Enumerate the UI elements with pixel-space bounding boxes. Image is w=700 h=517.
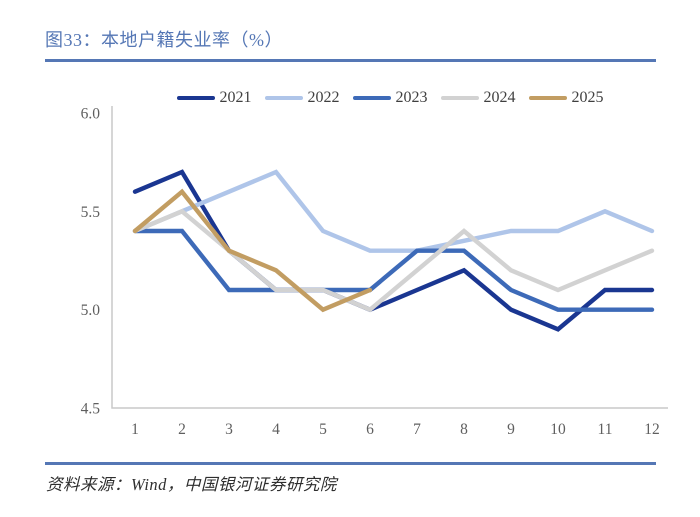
legend-swatch-2022 [264, 95, 303, 101]
y-tick-label: 6.0 [81, 106, 101, 123]
legend-label: 2023 [395, 89, 428, 106]
x-tick-label: 2 [178, 421, 186, 438]
x-tick-label: 5 [319, 421, 327, 438]
x-tick-label: 3 [225, 421, 233, 438]
series-line-2023 [132, 228, 655, 312]
x-tick-label: 1 [131, 421, 139, 438]
x-tick-label: 12 [644, 421, 660, 438]
y-tick-label: 5.5 [81, 204, 101, 221]
figure-title: 图33：本地户籍失业率（%） [45, 30, 283, 50]
series-line-2022 [132, 169, 655, 253]
series-line-2025 [132, 188, 373, 313]
x-tick-label: 10 [550, 421, 566, 438]
legend-swatch-2023 [352, 95, 391, 101]
legend-label: 2024 [483, 89, 516, 106]
legend-swatch-2021 [176, 95, 215, 101]
footer-divider [45, 462, 656, 465]
x-tick-label: 6 [366, 421, 374, 438]
title-divider [45, 59, 656, 62]
y-tick-label: 5.0 [81, 302, 101, 319]
y-tick-label: 4.5 [81, 401, 101, 418]
x-tick-label: 4 [272, 421, 280, 438]
x-tick-label: 9 [507, 421, 515, 438]
legend-item-2021: 2021 [176, 89, 252, 106]
x-tick-label: 11 [598, 421, 613, 438]
unemployment-line-chart: 6.05.55.04.51 2 3 4 5 6 7 8 9 10 11 12 [81, 106, 668, 438]
legend-item-2025: 2025 [528, 89, 604, 106]
x-tick-label: 7 [413, 421, 421, 438]
chart-legend: 2021 2022 2023 2024 2025 [112, 87, 668, 109]
x-tick-label: 8 [460, 421, 468, 438]
legend-swatch-2024 [440, 95, 479, 101]
legend-label: 2025 [571, 89, 604, 106]
legend-label: 2021 [219, 89, 252, 106]
legend-swatch-2025 [528, 95, 567, 101]
legend-item-2023: 2023 [352, 89, 428, 106]
legend-item-2024: 2024 [440, 89, 516, 106]
axis-lines [111, 106, 668, 409]
source-note: 资料来源：Wind，中国银河证券研究院 [46, 475, 337, 494]
legend-item-2022: 2022 [264, 89, 340, 106]
legend-label: 2022 [307, 89, 340, 106]
